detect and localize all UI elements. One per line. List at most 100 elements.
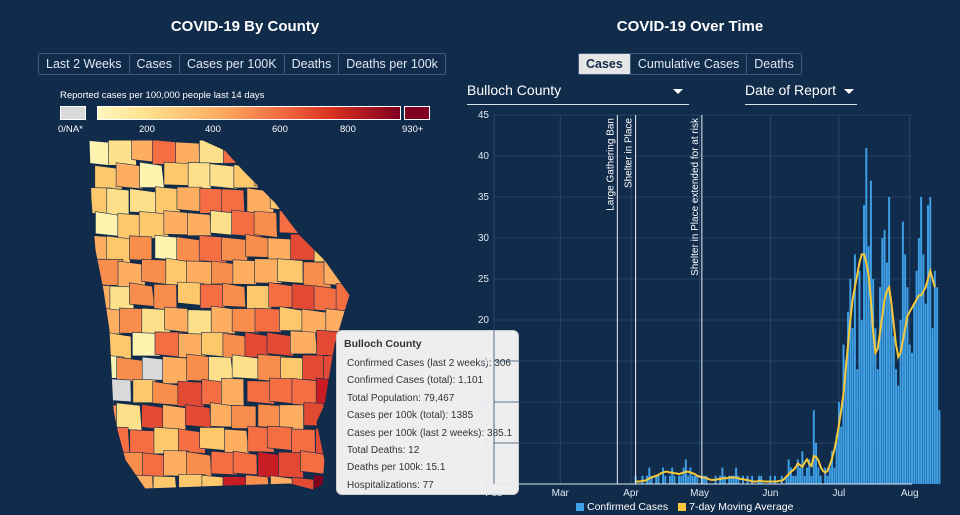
county-shape[interactable] bbox=[199, 283, 225, 309]
case-bar[interactable] bbox=[837, 402, 840, 484]
case-bar[interactable] bbox=[792, 475, 795, 484]
county-shape[interactable] bbox=[336, 141, 360, 169]
county-shape[interactable] bbox=[187, 212, 212, 236]
case-bar[interactable] bbox=[662, 467, 664, 484]
case-bar[interactable] bbox=[913, 303, 916, 484]
county-shape[interactable] bbox=[232, 259, 257, 285]
county-shape[interactable] bbox=[246, 187, 275, 216]
case-bar[interactable] bbox=[936, 287, 939, 484]
county-shape[interactable] bbox=[268, 282, 296, 308]
county-shape[interactable] bbox=[164, 306, 190, 333]
county-shape[interactable] bbox=[177, 381, 205, 408]
case-bar[interactable] bbox=[732, 475, 735, 484]
county-shape[interactable] bbox=[279, 306, 305, 332]
county-shape[interactable] bbox=[106, 187, 130, 217]
case-bar[interactable] bbox=[901, 221, 904, 484]
tab-cases-per-100k[interactable]: Cases per 100K bbox=[180, 54, 285, 74]
county-shape[interactable] bbox=[245, 474, 271, 501]
case-bar[interactable] bbox=[828, 467, 831, 484]
county-shape[interactable] bbox=[290, 233, 319, 261]
county-shape[interactable] bbox=[107, 475, 133, 504]
case-bar[interactable] bbox=[785, 475, 788, 484]
case-bar[interactable] bbox=[671, 467, 674, 484]
county-shape[interactable] bbox=[290, 140, 322, 170]
county-shape[interactable] bbox=[95, 211, 121, 237]
case-bar[interactable] bbox=[650, 475, 653, 484]
case-bar[interactable] bbox=[872, 279, 875, 484]
case-bar[interactable] bbox=[933, 270, 936, 484]
county-shape[interactable] bbox=[199, 187, 224, 214]
case-bar[interactable] bbox=[794, 475, 797, 484]
case-bar[interactable] bbox=[805, 467, 808, 484]
county-shape[interactable] bbox=[105, 426, 130, 454]
county-shape[interactable] bbox=[94, 165, 123, 190]
case-bar[interactable] bbox=[849, 279, 852, 484]
county-shape[interactable] bbox=[184, 404, 212, 428]
county-shape[interactable] bbox=[323, 210, 348, 235]
case-bar[interactable] bbox=[842, 344, 845, 484]
county-shape[interactable] bbox=[254, 162, 283, 189]
county-shape[interactable] bbox=[210, 450, 238, 476]
case-bar[interactable] bbox=[860, 320, 863, 484]
county-shape[interactable] bbox=[176, 186, 203, 212]
county-shape[interactable] bbox=[116, 402, 143, 432]
county-shape[interactable] bbox=[132, 332, 161, 357]
county-shape[interactable] bbox=[231, 405, 257, 429]
county-shape[interactable] bbox=[313, 188, 342, 217]
county-shape[interactable] bbox=[129, 235, 153, 262]
county-shape[interactable] bbox=[178, 473, 206, 498]
case-bar[interactable] bbox=[664, 475, 667, 484]
case-bar[interactable] bbox=[655, 475, 658, 484]
tab-over-time-cases[interactable]: Cases bbox=[579, 54, 631, 74]
case-bar[interactable] bbox=[735, 467, 738, 484]
county-shape[interactable] bbox=[291, 428, 316, 454]
case-bar[interactable] bbox=[881, 238, 884, 484]
county-shape[interactable] bbox=[85, 377, 114, 405]
case-bar[interactable] bbox=[899, 320, 902, 484]
county-shape[interactable] bbox=[86, 474, 114, 501]
case-bar[interactable] bbox=[931, 328, 934, 484]
county-shape[interactable] bbox=[335, 283, 360, 311]
tab-last-2-weeks[interactable]: Last 2 Weeks bbox=[39, 54, 130, 74]
county-shape[interactable] bbox=[163, 210, 190, 236]
case-bar[interactable] bbox=[773, 475, 776, 484]
case-bar[interactable] bbox=[687, 475, 690, 484]
county-shape[interactable] bbox=[348, 163, 360, 190]
county-shape[interactable] bbox=[155, 186, 181, 215]
county-shape[interactable] bbox=[276, 258, 304, 284]
county-shape[interactable] bbox=[301, 165, 330, 192]
county-shape[interactable] bbox=[129, 188, 159, 214]
case-bar[interactable] bbox=[657, 475, 660, 484]
county-shape[interactable] bbox=[106, 378, 132, 403]
county-shape[interactable] bbox=[209, 163, 238, 190]
county-shape[interactable] bbox=[154, 234, 181, 261]
county-shape[interactable] bbox=[162, 404, 187, 432]
case-bar[interactable] bbox=[824, 467, 827, 484]
county-shape[interactable] bbox=[221, 236, 248, 263]
county-shape[interactable] bbox=[85, 234, 111, 262]
county-shape[interactable] bbox=[291, 283, 320, 311]
case-bar[interactable] bbox=[689, 467, 692, 484]
county-shape[interactable] bbox=[210, 210, 238, 236]
county-shape[interactable] bbox=[278, 451, 304, 479]
case-bar[interactable] bbox=[787, 459, 790, 484]
case-bar[interactable] bbox=[874, 328, 877, 484]
case-bar[interactable] bbox=[703, 475, 706, 484]
county-shape[interactable] bbox=[290, 187, 317, 216]
case-bar[interactable] bbox=[668, 475, 671, 484]
case-bar[interactable] bbox=[680, 475, 683, 484]
case-bar[interactable] bbox=[917, 238, 920, 484]
case-bar[interactable] bbox=[812, 410, 815, 484]
county-shape[interactable] bbox=[257, 403, 283, 429]
county-select[interactable]: Bulloch County bbox=[467, 82, 689, 105]
case-bar[interactable] bbox=[904, 254, 907, 484]
case-bar[interactable] bbox=[869, 180, 872, 484]
county-shape[interactable] bbox=[336, 235, 360, 260]
case-bar[interactable] bbox=[840, 426, 843, 484]
county-shape[interactable] bbox=[85, 140, 109, 166]
county-shape[interactable] bbox=[291, 378, 321, 407]
county-shape[interactable] bbox=[253, 210, 278, 238]
case-bar[interactable] bbox=[856, 369, 859, 484]
county-shape[interactable] bbox=[245, 234, 272, 258]
county-shape[interactable] bbox=[163, 450, 191, 477]
